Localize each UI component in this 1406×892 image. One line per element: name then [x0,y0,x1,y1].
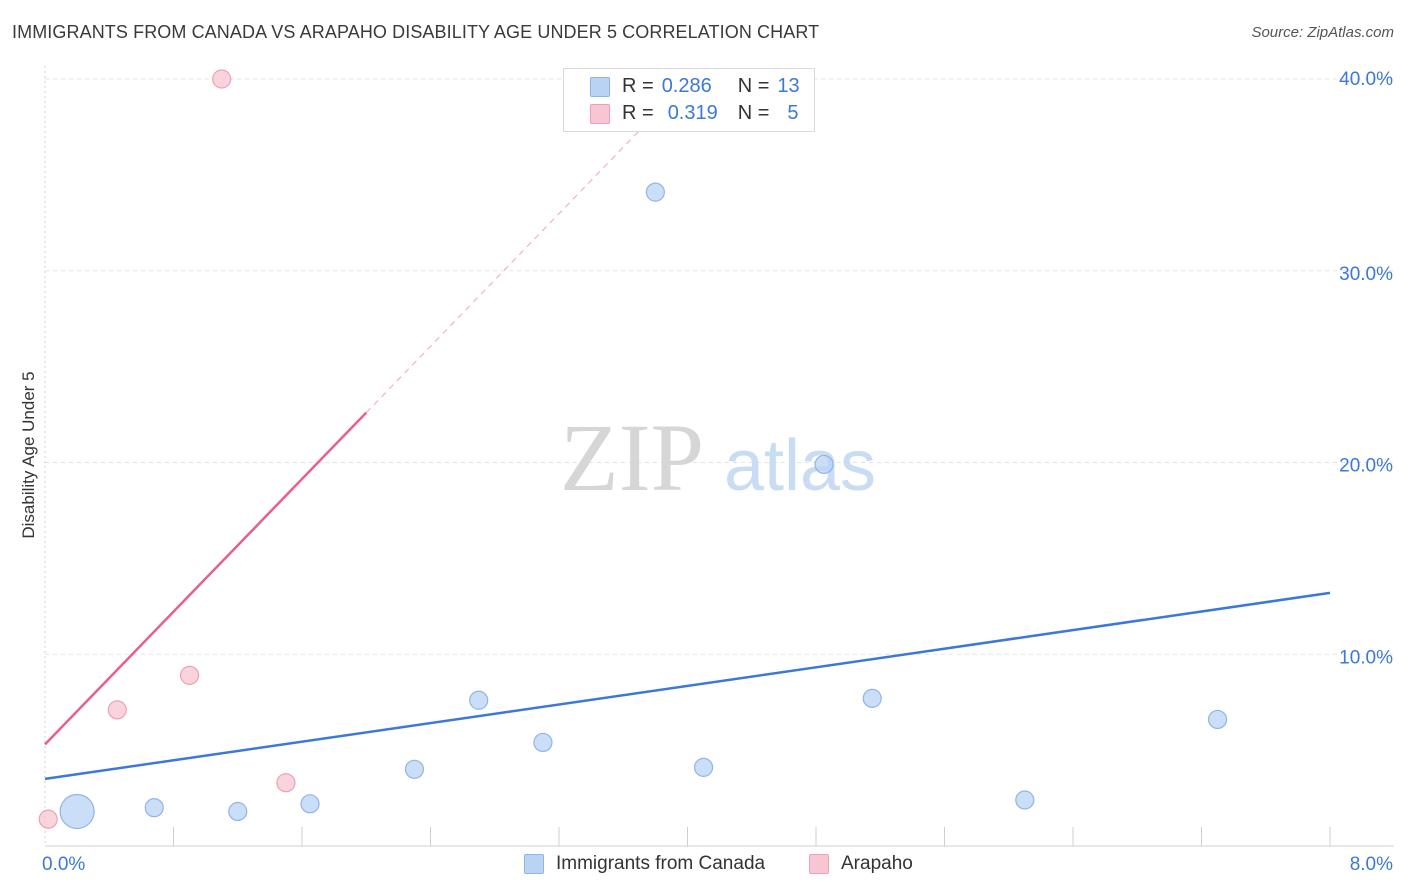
y-axis-label: Disability Age Under 5 [19,371,38,538]
trend-extension-arapaho [365,113,656,414]
y-tick-label: 10.0% [1339,647,1393,668]
legend-n-label: N = [737,101,770,124]
source-credit: Source: ZipAtlas.com [1251,24,1394,41]
data-point-canada [645,182,665,202]
data-point-canada [469,690,489,710]
data-point-canada [404,759,425,779]
legend-n-value: 13 [777,74,800,97]
bottom-legend-label-arapaho: Arapaho [841,853,913,874]
legend-row-arapaho: R = 0.319 N = 5 [622,100,799,126]
data-point-arapaho [38,809,58,829]
data-point-canada [862,688,882,708]
watermark-atlas: atlas [724,426,876,506]
legend-box: R = 0.286 N = 13 R = 0.319 N = 5 [563,68,815,132]
legend-swatch-arapaho [590,104,610,124]
trend-line-canada [44,591,1331,781]
data-point-canada [59,793,95,830]
legend-n-value: 5 [787,101,799,124]
data-point-arapaho [212,69,232,89]
legend-r-value: 0.286 [661,74,712,97]
legend-row-canada: R = 0.286 N = 13 [622,73,800,99]
data-point-arapaho [276,773,296,793]
chart-title: IMMIGRANTS FROM CANADA VS ARAPAHO DISABI… [12,22,820,42]
legend-n-label: N = [737,74,770,97]
bottom-legend-arapaho: Arapaho [809,852,913,876]
data-point-canada [144,798,164,818]
legend-r-value: 0.319 [667,101,718,124]
x-tick-label: 8.0% [1350,854,1393,875]
bottom-legend-swatch-canada [524,854,544,874]
legend-r-label: R = [622,74,654,97]
legend-swatch-canada [590,77,610,97]
data-point-arapaho [107,700,127,720]
data-point-canada [228,801,248,822]
y-tick-label: 40.0% [1339,69,1393,90]
data-point-canada [300,794,320,814]
data-point-arapaho [179,665,200,685]
bottom-legend-label-canada: Immigrants from Canada [556,853,766,874]
data-point-canada [814,454,834,475]
bottom-legend-swatch-arapaho [809,854,829,874]
data-point-canada [1207,709,1228,730]
watermark-zip: ZIP [560,404,704,511]
data-point-canada [693,757,714,777]
data-point-canada [533,732,553,753]
y-tick-label: 30.0% [1339,264,1393,285]
data-point-canada [1015,790,1035,810]
legend-r-label: R = [622,101,654,124]
y-tick-label: 20.0% [1339,456,1393,477]
trend-line-arapaho [44,411,368,746]
x-tick-label: 0.0% [42,854,85,875]
bottom-legend-canada: Immigrants from Canada [524,852,765,876]
